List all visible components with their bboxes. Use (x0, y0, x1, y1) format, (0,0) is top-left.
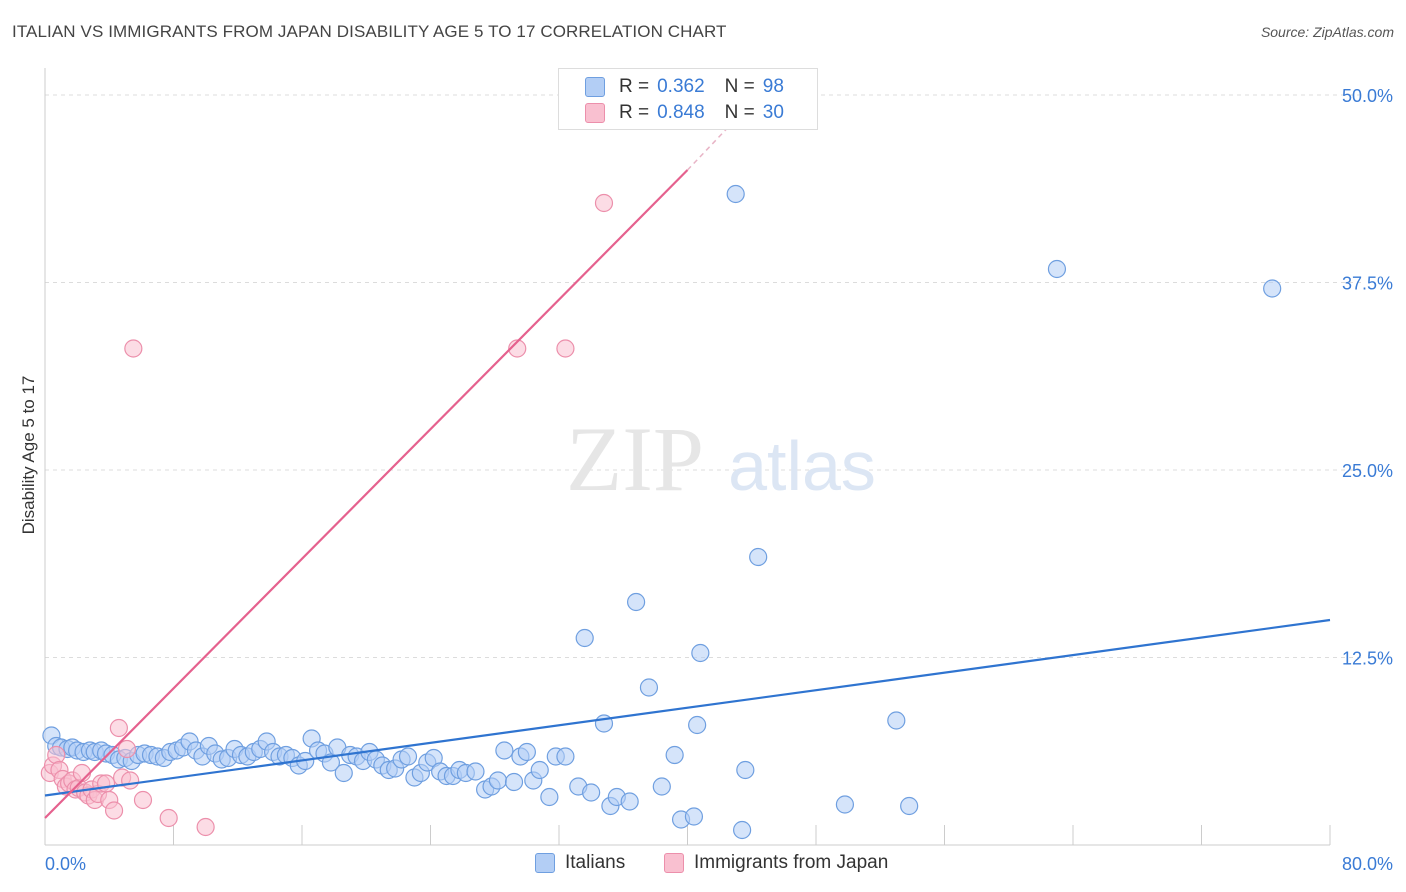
stats-legend: R = 0.362 N = 98 R = 0.848 N = 30 (558, 68, 818, 130)
point-japan (96, 774, 116, 793)
y-tick-label: 12.5% (1342, 649, 1393, 669)
point-japan (104, 801, 124, 820)
point-italians (887, 711, 906, 730)
point-japan (508, 339, 527, 358)
point-italians (575, 628, 594, 648)
grid-lines (45, 94, 1365, 658)
stats-row-japan: R = 0.848 N = 30 (585, 100, 784, 126)
point-italians (639, 678, 659, 697)
point-italians (334, 763, 353, 783)
point-italians (556, 747, 575, 766)
n-label: N = (724, 76, 755, 97)
point-japan (594, 193, 614, 213)
n-value: 98 (762, 76, 784, 97)
point-italians (900, 796, 919, 816)
x-tick-label: 80.0% (1342, 854, 1393, 874)
point-italians (665, 745, 684, 765)
point-italians (540, 787, 559, 807)
legend-label-italians: Italians (565, 852, 626, 873)
point-italians (626, 592, 646, 612)
r-label: R = (619, 76, 650, 97)
r-value: 0.848 (657, 102, 705, 123)
point-japan (556, 339, 575, 358)
point-japan (109, 718, 128, 738)
point-italians (582, 783, 601, 802)
n-value: 30 (762, 102, 784, 123)
point-italians (517, 742, 536, 762)
y-tick-labels: 12.5% 25.0% 37.5% 50.0% (1342, 86, 1393, 669)
legend-item-japan[interactable]: Immigrants from Japan (664, 852, 888, 874)
trend-line-italians (44, 618, 1331, 797)
watermark-zip: ZIP (566, 408, 704, 510)
point-italians (466, 762, 485, 781)
stats-swatch-japan (585, 103, 605, 123)
stats-row-italians: R = 0.362 N = 98 (585, 74, 784, 100)
y-tick-label: 25.0% (1342, 461, 1393, 481)
point-japan (121, 771, 140, 790)
point-italians (495, 741, 514, 760)
stats-swatch-italians (585, 77, 605, 97)
point-japan (133, 790, 153, 810)
point-italians (733, 820, 752, 840)
point-japan (124, 339, 143, 358)
point-italians (504, 772, 524, 792)
watermark-atlas: atlas (728, 427, 876, 505)
x-tick-labels: 0.0% 80.0% (45, 854, 1393, 874)
source-label: Source: ZipAtlas.com (1260, 24, 1394, 40)
y-axis-label: Disability Age 5 to 17 (19, 376, 38, 535)
watermark: ZIP atlas (566, 408, 876, 510)
x-tick-label: 0.0% (45, 854, 86, 874)
point-italians (736, 760, 755, 780)
point-italians (835, 795, 855, 814)
point-italians (691, 643, 710, 663)
legend-swatch-italians (535, 853, 555, 873)
point-italians (688, 715, 707, 735)
point-italians (1047, 259, 1067, 279)
point-japan (159, 808, 178, 828)
axes (44, 68, 1331, 846)
trend-extension-japan (686, 101, 753, 171)
point-japan (117, 739, 137, 759)
y-tick-label: 50.0% (1342, 86, 1393, 106)
n-label: N = (724, 102, 755, 123)
legend-label-japan: Immigrants from Japan (694, 852, 889, 873)
data-points (40, 184, 1282, 840)
point-italians (1263, 279, 1282, 298)
point-italians (321, 753, 341, 772)
point-italians (652, 777, 671, 796)
r-value: 0.362 (657, 76, 705, 97)
point-japan (196, 817, 215, 837)
trend-line-japan (44, 169, 689, 819)
point-italians (488, 771, 508, 790)
r-label: R = (619, 102, 650, 123)
chart-title: ITALIAN VS IMMIGRANTS FROM JAPAN DISABIL… (12, 22, 727, 41)
point-japan (47, 745, 66, 765)
legend-item-italians[interactable]: Italians (535, 852, 625, 874)
point-italians (749, 547, 768, 567)
point-italians (726, 184, 745, 204)
point-italians (398, 747, 418, 766)
point-italians (620, 792, 639, 811)
legend-swatch-japan (664, 853, 684, 873)
y-tick-label: 37.5% (1342, 274, 1393, 294)
point-japan (72, 763, 92, 783)
series-legend: Italians Immigrants from Japan (0, 852, 1406, 878)
point-italians (530, 760, 549, 780)
trend-lines (44, 101, 1331, 819)
point-italians (684, 807, 704, 826)
